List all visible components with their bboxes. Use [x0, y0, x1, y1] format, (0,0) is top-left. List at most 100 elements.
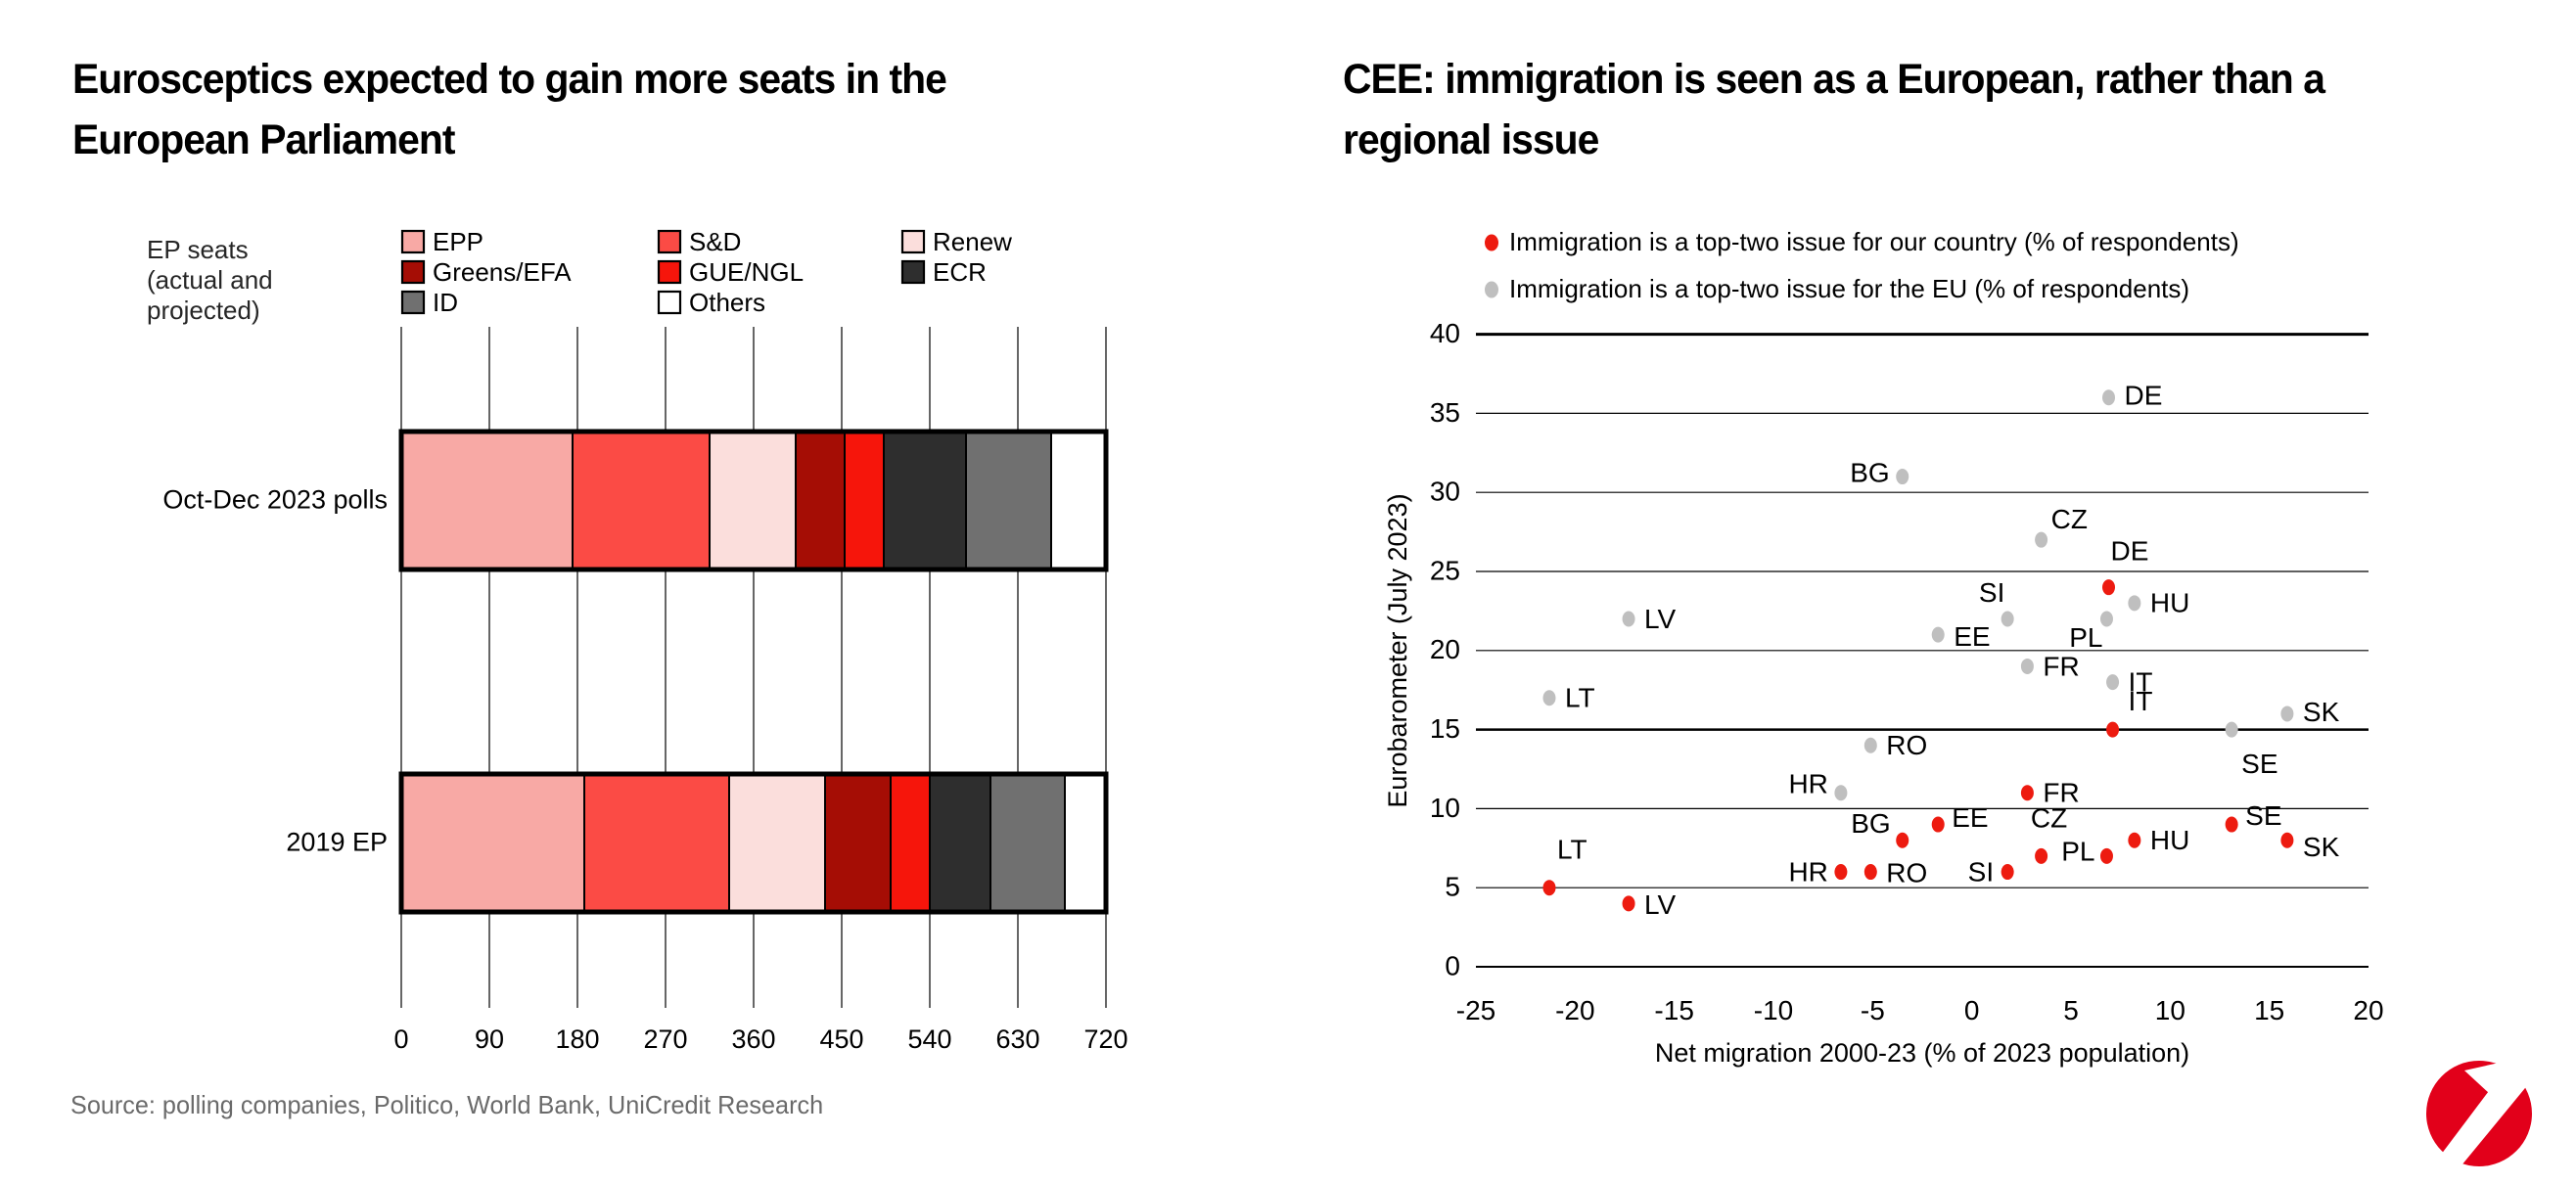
- point-eu-LT: [1542, 690, 1556, 706]
- point-country-IT: [2106, 721, 2120, 738]
- point-label-country-EE: EE: [1952, 802, 1988, 833]
- tick-label-y-40: 40: [1430, 318, 1460, 348]
- legend-swatch-ID: [400, 290, 426, 315]
- bar-segment-GreensEFA-0: [795, 431, 846, 570]
- scatter-legend-label-0: Immigration is a top-two issue for our c…: [1509, 227, 2239, 256]
- point-label-country-SI: SI: [1968, 856, 1994, 887]
- bar-segment-GreensEFA-1: [824, 773, 892, 913]
- point-eu-SI: [2001, 611, 2014, 627]
- point-label-country-DE: DE: [2111, 536, 2149, 567]
- point-label-eu-BG: BG: [1850, 457, 1889, 487]
- point-eu-LV: [1622, 611, 1635, 627]
- bar-segment-ECR-1: [929, 773, 991, 913]
- point-eu-RO: [1863, 737, 1877, 753]
- point-country-LV: [1622, 895, 1635, 912]
- point-label-country-HR: HR: [1788, 856, 1827, 887]
- bar-segment-GUENGL-1: [890, 773, 931, 913]
- point-label-country-FR: FR: [2043, 778, 2079, 808]
- point-country-HU: [2128, 832, 2141, 848]
- bar-segment-Others-1: [1064, 773, 1107, 913]
- tick-label-x2--10: -10: [1754, 995, 1793, 1025]
- bar-segment-ID-1: [989, 773, 1066, 913]
- point-country-FR: [2020, 785, 2034, 801]
- scatter-legend-dot-0: [1485, 234, 1498, 251]
- point-label-eu-LV: LV: [1644, 604, 1676, 634]
- point-label-eu-DE: DE: [2125, 381, 2163, 411]
- point-label-country-PL: PL: [2061, 836, 2094, 866]
- left-chart-title-line1: Eurosceptics expected to gain more seats…: [72, 56, 947, 103]
- tick-label-x-0: 0: [393, 1025, 408, 1054]
- tick-label-x-180: 180: [555, 1025, 599, 1054]
- bar-segment-SD-1: [583, 773, 730, 913]
- tick-label-x-90: 90: [475, 1025, 504, 1054]
- legend-label-Renew: Renew: [933, 227, 1012, 256]
- point-country-CZ: [2035, 847, 2048, 864]
- point-label-eu-RO: RO: [1886, 730, 1927, 760]
- point-eu-PL: [2099, 611, 2113, 627]
- legend-swatch-GreensEFA: [400, 259, 426, 285]
- point-eu-IT: [2106, 674, 2120, 691]
- tick-label-x2--5: -5: [1861, 995, 1885, 1025]
- legend-swatch-EPP: [400, 229, 426, 254]
- bar-outline-1: [398, 771, 1109, 915]
- unicredit-logo-flag: [2464, 1060, 2512, 1094]
- tick-label-y-15: 15: [1430, 713, 1460, 744]
- tick-label-x2-15: 15: [2254, 995, 2284, 1025]
- tick-label-x2--15: -15: [1654, 995, 1693, 1025]
- point-label-country-RO: RO: [1886, 857, 1927, 888]
- point-label-country-HU: HU: [2150, 825, 2189, 855]
- right-chart-title: CEE: immigration is seen as a European, …: [1343, 49, 2325, 170]
- legend-swatch-SD: [657, 229, 682, 254]
- point-label-eu-LT: LT: [1565, 683, 1595, 713]
- legend-label-SD: S&D: [689, 227, 741, 256]
- legend-label-ECR: ECR: [933, 257, 987, 287]
- bar-outline-0: [398, 429, 1109, 572]
- point-label-eu-SE: SE: [2241, 749, 2277, 779]
- point-country-BG: [1896, 832, 1909, 848]
- point-label-eu-EE: EE: [1954, 621, 1990, 652]
- tick-label-x2-5: 5: [2063, 995, 2079, 1025]
- point-label-country-SK: SK: [2303, 832, 2340, 862]
- point-country-SK: [2280, 832, 2294, 848]
- point-label-country-SE: SE: [2245, 800, 2281, 831]
- bar-segment-GUENGL-0: [844, 431, 885, 570]
- bar-segment-EPP-1: [400, 773, 585, 913]
- x-axis-title: Net migration 2000-23 (% of 2023 populat…: [1655, 1038, 2189, 1068]
- point-eu-FR: [2020, 658, 2034, 674]
- point-eu-BG: [1896, 469, 1909, 485]
- bar-segment-ID-0: [965, 431, 1052, 570]
- tick-label-x2-10: 10: [2155, 995, 2185, 1025]
- legend-swatch-GUENGL: [657, 259, 682, 285]
- legend-label-ID: ID: [433, 288, 458, 317]
- point-country-DE: [2102, 579, 2116, 596]
- category-label-1: 2019 EP: [286, 828, 388, 857]
- tick-label-x-450: 450: [819, 1025, 863, 1054]
- tick-label-y-5: 5: [1445, 872, 1460, 902]
- tick-label-x2-20: 20: [2353, 995, 2383, 1025]
- ep-seats-axis-note: EP seats (actual and projected): [147, 235, 273, 325]
- category-label-0: Oct-Dec 2023 polls: [162, 485, 388, 515]
- point-label-eu-HR: HR: [1788, 769, 1827, 799]
- tick-label-y-10: 10: [1430, 793, 1460, 823]
- legend-label-Others: Others: [689, 288, 765, 317]
- tick-label-x2-0: 0: [1964, 995, 1980, 1025]
- bar-segment-Renew-1: [728, 773, 826, 913]
- bar-segment-Renew-0: [709, 431, 797, 570]
- tick-label-x-270: 270: [643, 1025, 687, 1054]
- point-label-country-LT: LT: [1557, 835, 1587, 865]
- point-country-HR: [1834, 864, 1848, 881]
- tick-label-y-0: 0: [1445, 950, 1460, 980]
- legend-label-EPP: EPP: [433, 227, 483, 256]
- point-eu-SE: [2225, 721, 2238, 738]
- bar-segment-EPP-0: [400, 431, 574, 570]
- right-chart-title-line1: CEE: immigration is seen as a European, …: [1343, 56, 2325, 103]
- point-country-EE: [1931, 816, 1945, 833]
- source-note: Source: polling companies, Politico, Wor…: [70, 1090, 824, 1119]
- tick-label-x2--20: -20: [1555, 995, 1594, 1025]
- bar-segment-Others-0: [1050, 431, 1107, 570]
- scatter-legend-label-1: Immigration is a top-two issue for the E…: [1509, 274, 2189, 303]
- point-label-eu-SK: SK: [2303, 697, 2340, 727]
- tick-label-x-360: 360: [731, 1025, 775, 1054]
